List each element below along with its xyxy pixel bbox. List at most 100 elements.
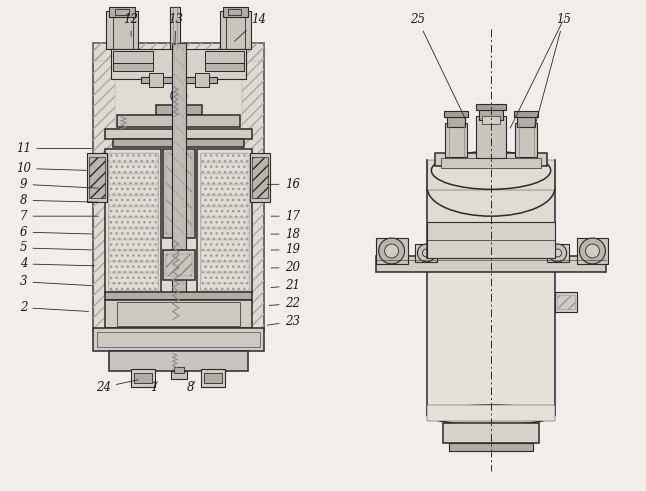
Bar: [415, 244, 437, 262]
Bar: [109, 196, 157, 206]
Bar: [113, 63, 153, 71]
Bar: [242, 43, 264, 329]
Bar: [435, 153, 547, 166]
Bar: [555, 292, 577, 312]
Bar: [109, 164, 157, 173]
Bar: [201, 229, 249, 239]
Bar: [445, 123, 467, 157]
Text: 22: 22: [269, 297, 300, 310]
Bar: [547, 244, 568, 262]
Text: 17: 17: [271, 210, 300, 222]
Bar: [428, 161, 555, 191]
Circle shape: [417, 244, 435, 262]
Bar: [376, 256, 607, 272]
Bar: [109, 251, 157, 261]
Bar: [109, 352, 249, 371]
Ellipse shape: [432, 152, 550, 190]
Bar: [197, 149, 253, 294]
Bar: [109, 273, 157, 283]
Bar: [166, 254, 192, 276]
Bar: [428, 405, 555, 421]
Bar: [201, 153, 249, 163]
Bar: [557, 295, 574, 309]
Bar: [105, 129, 253, 138]
Bar: [93, 43, 264, 329]
Bar: [109, 153, 157, 163]
Ellipse shape: [428, 405, 555, 425]
Bar: [517, 115, 535, 127]
Bar: [253, 157, 268, 198]
Bar: [201, 207, 249, 217]
Bar: [113, 51, 153, 63]
Circle shape: [422, 249, 430, 257]
Bar: [441, 159, 541, 168]
Text: 16: 16: [267, 178, 300, 191]
Bar: [131, 369, 155, 387]
Bar: [170, 7, 180, 49]
Bar: [93, 43, 115, 329]
Bar: [227, 9, 242, 15]
Bar: [109, 229, 157, 239]
Bar: [201, 174, 249, 184]
Bar: [201, 185, 249, 195]
Text: 10: 10: [16, 162, 87, 175]
Bar: [109, 207, 157, 217]
Circle shape: [384, 244, 399, 258]
Text: 7: 7: [20, 210, 98, 222]
Bar: [476, 104, 506, 110]
Bar: [251, 153, 270, 202]
Text: 20: 20: [271, 261, 300, 274]
Text: 2: 2: [20, 301, 89, 314]
Bar: [115, 9, 129, 15]
Bar: [428, 222, 555, 258]
Circle shape: [585, 244, 599, 258]
Bar: [109, 185, 157, 195]
Bar: [449, 443, 533, 451]
Bar: [117, 115, 240, 127]
Bar: [109, 7, 135, 17]
Bar: [443, 423, 539, 443]
Text: 13: 13: [169, 13, 183, 45]
Bar: [201, 273, 249, 283]
Bar: [109, 153, 158, 290]
Bar: [200, 153, 249, 290]
Text: 1: 1: [151, 381, 158, 394]
Bar: [444, 111, 468, 117]
Bar: [201, 196, 249, 206]
Bar: [117, 301, 240, 326]
Bar: [171, 371, 187, 379]
Bar: [205, 51, 244, 63]
Circle shape: [548, 244, 567, 262]
Bar: [174, 43, 184, 331]
Circle shape: [171, 88, 187, 104]
Bar: [223, 7, 249, 17]
Bar: [113, 138, 244, 146]
Text: 5: 5: [20, 242, 92, 254]
Ellipse shape: [428, 161, 555, 216]
Bar: [428, 268, 555, 415]
Bar: [141, 77, 216, 83]
Text: 15: 15: [534, 13, 571, 128]
Bar: [93, 43, 264, 61]
Text: 11: 11: [16, 142, 92, 155]
Bar: [201, 369, 225, 387]
Bar: [109, 262, 157, 272]
Bar: [482, 116, 500, 124]
Bar: [109, 218, 157, 228]
Bar: [156, 105, 202, 115]
Bar: [201, 240, 249, 250]
Text: 9: 9: [20, 178, 98, 191]
Circle shape: [554, 249, 561, 257]
Bar: [201, 262, 249, 272]
Bar: [220, 11, 251, 49]
Bar: [163, 149, 194, 238]
Text: 21: 21: [271, 279, 300, 292]
Bar: [109, 174, 157, 184]
Text: 25: 25: [410, 13, 466, 120]
Bar: [98, 331, 260, 348]
Text: 24: 24: [96, 380, 138, 394]
Bar: [201, 164, 249, 173]
Text: 8: 8: [187, 381, 195, 394]
Bar: [109, 240, 157, 250]
Circle shape: [175, 92, 183, 100]
